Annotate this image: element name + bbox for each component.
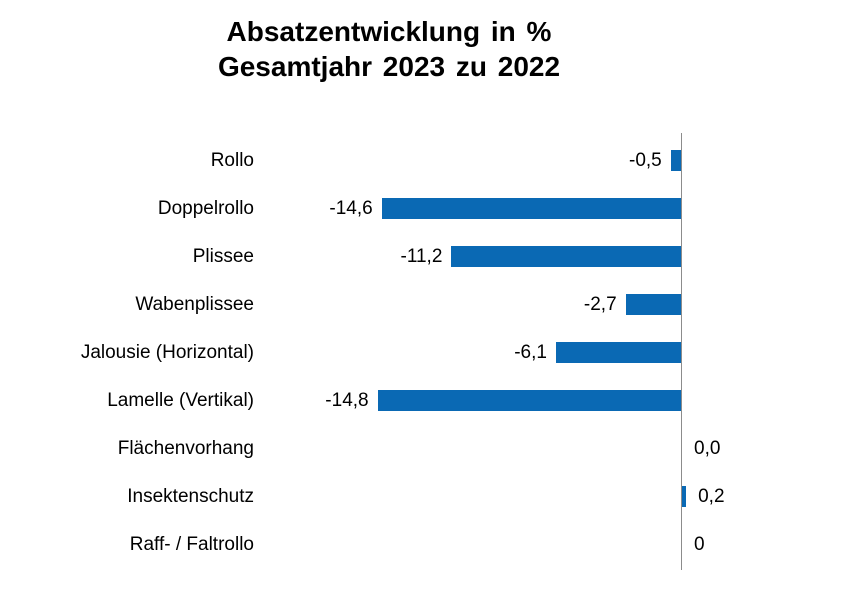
category-label: Plissee — [192, 246, 254, 267]
value-label: 0,0 — [694, 438, 721, 459]
category-label: Raff- / Faltrollo — [129, 534, 254, 555]
chart-row: Plissee -11,2 — [0, 233, 844, 281]
category-label: Wabenplissee — [135, 294, 254, 315]
chart-row: Doppelrollo -14,6 — [0, 185, 844, 233]
chart-row: Jalousie (Horizontal) -6,1 — [0, 329, 844, 377]
category-label: Flächenvorhang — [117, 438, 254, 459]
bar — [682, 486, 686, 507]
value-label: -14,8 — [325, 390, 369, 411]
value-label: -0,5 — [629, 150, 662, 171]
bar — [451, 246, 681, 267]
bar — [382, 198, 681, 219]
value-label: -11,2 — [400, 246, 443, 267]
value-label: 0 — [694, 534, 705, 555]
chart-row: Wabenplissee -2,7 — [0, 281, 844, 329]
chart-title-line2: Gesamtjahr 2023 zu 2022 — [217, 51, 561, 82]
bar — [626, 294, 681, 315]
bar — [556, 342, 681, 363]
value-label: -6,1 — [514, 342, 547, 363]
baseline-axis — [681, 133, 682, 570]
category-label: Doppelrollo — [157, 198, 254, 219]
value-label: 0,2 — [698, 486, 725, 507]
chart-row: Rollo -0,5 — [0, 137, 844, 185]
bar — [378, 390, 681, 411]
value-label: -14,6 — [329, 198, 373, 219]
value-label: -2,7 — [583, 294, 617, 315]
category-label: Jalousie (Horizontal) — [80, 342, 254, 363]
chart-row: Lamelle (Vertikal) -14,8 — [0, 377, 844, 425]
chart-title-line1: Absatzentwicklung in % — [226, 16, 552, 47]
chart-row: Insektenschutz 0,2 — [0, 473, 844, 521]
chart-row: Raff- / Faltrollo 0 — [0, 521, 844, 569]
bar — [671, 150, 681, 171]
chart-row: Flächenvorhang 0,0 — [0, 425, 844, 473]
chart-title: Absatzentwicklung in % Gesamtjahr 2023 z… — [0, 14, 778, 84]
category-label: Lamelle (Vertikal) — [107, 390, 254, 411]
category-label: Rollo — [210, 150, 254, 171]
category-label: Insektenschutz — [127, 486, 254, 507]
